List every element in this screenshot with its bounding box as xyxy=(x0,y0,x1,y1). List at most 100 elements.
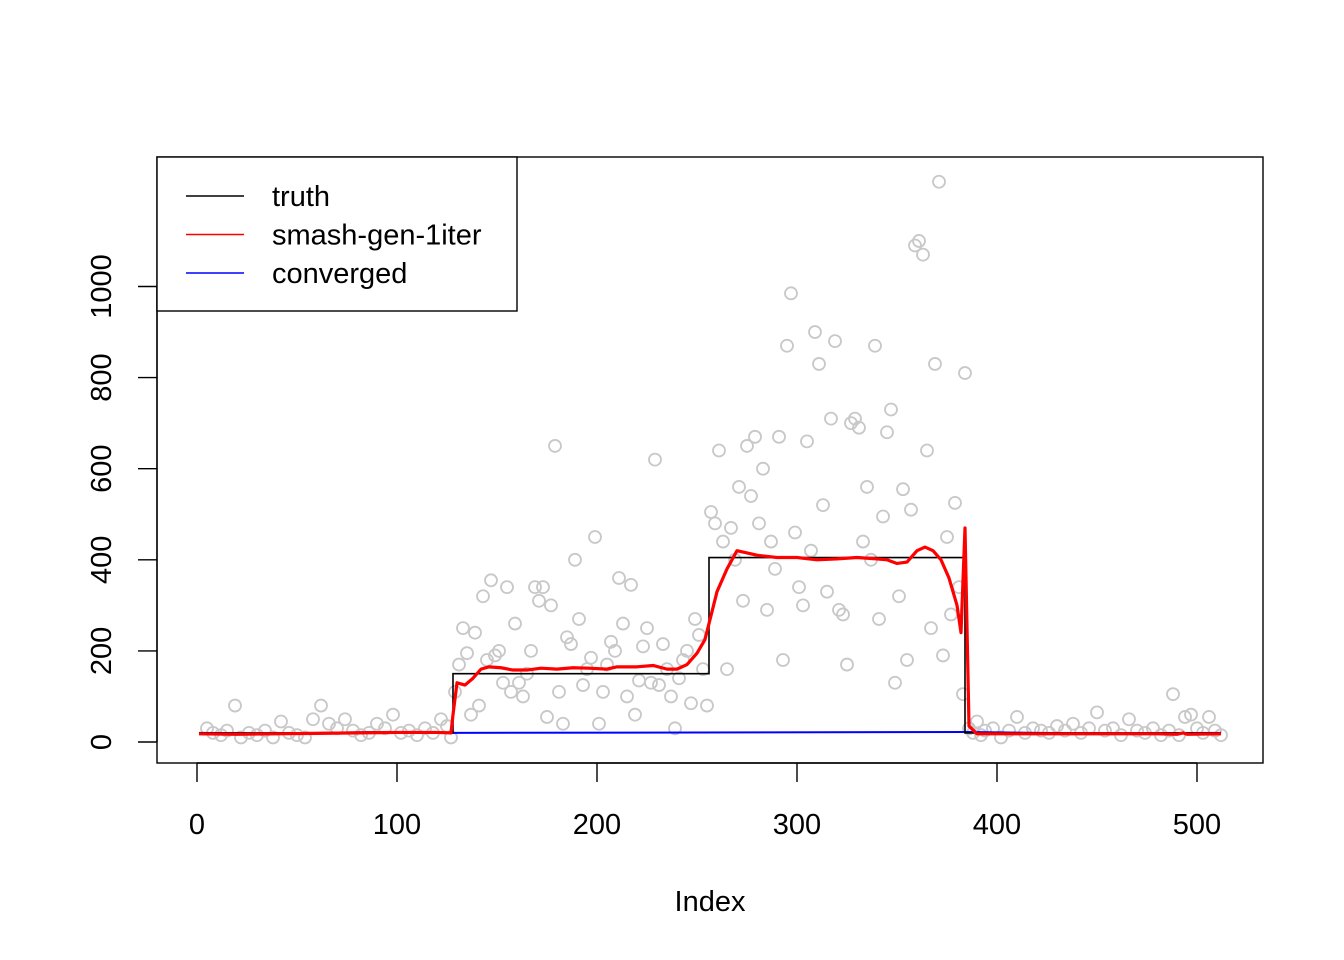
data-point xyxy=(266,730,280,745)
data-point xyxy=(476,589,490,604)
data-point xyxy=(1184,707,1198,722)
data-point xyxy=(628,707,642,722)
data-point xyxy=(298,730,312,745)
data-point xyxy=(756,461,770,476)
data-point xyxy=(472,698,486,713)
data-point xyxy=(740,439,754,453)
data-point xyxy=(924,621,938,636)
data-point xyxy=(338,712,352,727)
y-tick-label: 400 xyxy=(86,536,118,584)
data-point xyxy=(768,562,782,576)
data-point xyxy=(832,603,846,617)
data-point xyxy=(532,593,546,608)
x-tick-label: 400 xyxy=(973,809,1021,841)
legend-label-smash-gen-1iter: smash-gen-1iter xyxy=(272,220,482,252)
series-line-smash-gen-1iter xyxy=(198,526,1222,736)
data-point xyxy=(888,675,902,690)
data-point xyxy=(852,420,866,435)
data-point xyxy=(504,684,518,699)
x-axis: 0 100 200 300 400 500 xyxy=(189,762,1221,841)
data-point xyxy=(672,671,686,686)
data-point xyxy=(220,723,234,738)
data-point xyxy=(880,425,894,440)
data-point xyxy=(948,495,962,510)
data-point xyxy=(920,443,934,458)
data-point xyxy=(612,571,626,585)
y-tick-label: 200 xyxy=(86,627,118,675)
y-tick-label: 800 xyxy=(86,353,118,401)
legend-label-truth: truth xyxy=(272,181,330,213)
data-point xyxy=(508,616,522,631)
data-point xyxy=(1034,723,1048,738)
data-point xyxy=(776,653,790,667)
data-point xyxy=(608,644,622,658)
legend: truth smash-gen-1iter converged xyxy=(156,156,518,312)
data-point xyxy=(796,598,810,613)
data-point xyxy=(824,411,838,426)
data-point xyxy=(234,730,248,745)
data-point xyxy=(764,534,778,549)
data-point xyxy=(808,325,822,339)
data-point xyxy=(804,543,818,558)
data-point xyxy=(346,723,360,738)
data-point xyxy=(652,678,666,692)
data-point xyxy=(748,429,762,444)
data-point xyxy=(1090,705,1104,720)
data-point xyxy=(456,621,470,636)
data-point xyxy=(732,480,746,494)
data-point xyxy=(410,728,424,743)
x-tick-label: 300 xyxy=(773,809,821,841)
data-point xyxy=(258,723,272,738)
data-point xyxy=(704,505,718,519)
data-point xyxy=(576,678,590,692)
data-point xyxy=(648,452,662,467)
y-tick-label: 600 xyxy=(86,445,118,493)
data-point xyxy=(680,644,694,658)
data-point xyxy=(970,714,984,729)
data-point xyxy=(700,698,714,713)
data-point xyxy=(940,530,954,544)
data-point xyxy=(720,662,734,677)
data-point xyxy=(584,650,598,665)
data-point xyxy=(604,634,618,649)
data-point xyxy=(552,684,566,699)
data-point xyxy=(596,684,610,699)
data-point xyxy=(828,334,842,349)
data-point xyxy=(1066,716,1080,731)
data-point xyxy=(572,612,586,626)
x-tick-label: 100 xyxy=(373,809,421,841)
data-point xyxy=(1202,710,1216,724)
data-point xyxy=(464,707,478,722)
data-point xyxy=(912,234,926,248)
data-point xyxy=(800,434,814,449)
data-point xyxy=(314,698,328,713)
data-point xyxy=(418,721,432,736)
data-point xyxy=(484,573,498,588)
y-tick-label: 0 xyxy=(86,734,118,750)
data-point xyxy=(274,714,288,729)
data-point xyxy=(556,716,570,731)
data-point xyxy=(468,625,482,640)
data-point xyxy=(488,648,502,663)
data-point xyxy=(588,530,602,544)
data-point xyxy=(760,603,774,617)
data-point xyxy=(1098,723,1112,738)
data-point xyxy=(840,657,854,672)
data-point xyxy=(1166,687,1180,702)
data-point xyxy=(860,480,874,494)
data-point xyxy=(944,607,958,622)
data-point xyxy=(306,712,320,727)
data-point xyxy=(1002,723,1016,738)
data-point xyxy=(744,489,758,503)
data-point xyxy=(904,502,918,517)
data-point xyxy=(736,593,750,608)
data-point xyxy=(512,675,526,690)
data-point xyxy=(528,580,542,595)
data-point xyxy=(516,689,530,704)
x-tick-label: 0 xyxy=(189,809,205,841)
data-point xyxy=(708,516,722,531)
data-point xyxy=(620,689,634,704)
data-point xyxy=(928,357,942,371)
data-point xyxy=(816,498,830,513)
